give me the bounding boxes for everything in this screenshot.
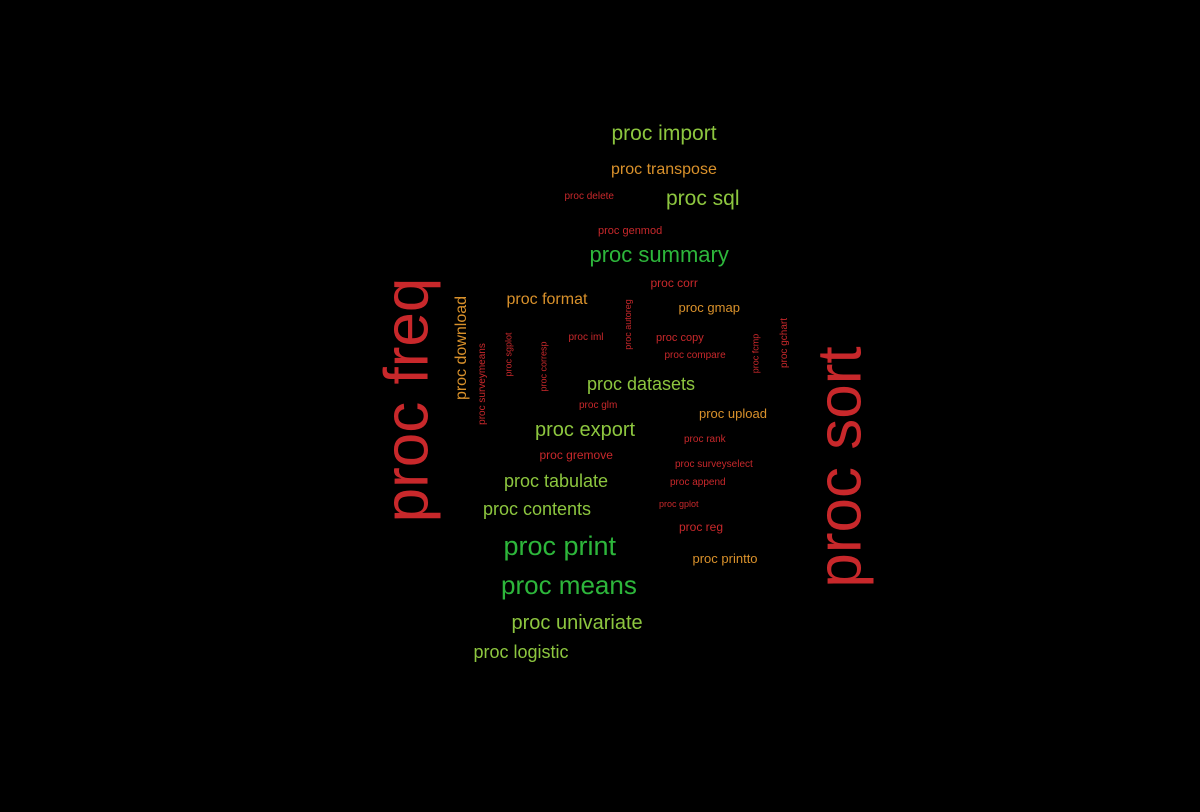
word-proc-reg: proc reg <box>679 520 724 534</box>
word-proc-fcmp: proc fcmp <box>750 333 761 373</box>
word-proc-gplot: proc gplot <box>659 498 699 509</box>
word-proc-printto: proc printto <box>692 550 758 566</box>
word-proc-gmap: proc gmap <box>678 299 740 315</box>
word-proc-corresp: proc corresp <box>538 340 549 392</box>
word-proc-tabulate: proc tabulate <box>504 471 609 491</box>
word-proc-means: proc means <box>501 570 637 600</box>
word-proc-format: proc format <box>506 291 588 308</box>
word-proc-genmod: proc genmod <box>598 224 663 237</box>
word-proc-gchart: proc gchart <box>779 317 791 369</box>
word-proc-freq: proc freq <box>371 277 441 523</box>
word-proc-export: proc export <box>535 419 636 441</box>
word-proc-copy: proc copy <box>656 331 704 344</box>
word-proc-import: proc import <box>611 121 717 145</box>
word-proc-iml: proc iml <box>568 332 604 343</box>
word-proc-print: proc print <box>503 530 617 561</box>
word-proc-datasets: proc datasets <box>587 374 696 394</box>
word-proc-transpose: proc transpose <box>611 161 717 178</box>
word-proc-sort: proc sort <box>805 346 875 588</box>
word-proc-logistic: proc logistic <box>473 642 569 662</box>
word-proc-compare: proc compare <box>664 350 726 361</box>
word-proc-rank: proc rank <box>684 434 726 445</box>
word-proc-delete: proc delete <box>564 191 614 202</box>
word-proc-glm: proc glm <box>579 400 618 411</box>
word-proc-autoreg: proc autoreg <box>622 298 633 350</box>
word-proc-surveyselect: proc surveyselect <box>675 459 753 470</box>
word-proc-upload: proc upload <box>699 405 767 421</box>
word-proc-summary: proc summary <box>589 242 729 267</box>
word-proc-univariate: proc univariate <box>511 612 643 634</box>
word-proc-gremove: proc gremove <box>539 448 613 462</box>
word-proc-contents: proc contents <box>483 499 592 519</box>
word-proc-corr: proc corr <box>650 276 698 290</box>
word-proc-sgplot: proc sgplot <box>503 331 514 377</box>
word-proc-surveymeans: proc surveymeans <box>476 343 488 425</box>
word-proc-download: proc download <box>453 295 471 401</box>
word-proc-sql: proc sql <box>666 186 740 210</box>
word-proc-append: proc append <box>670 477 726 488</box>
